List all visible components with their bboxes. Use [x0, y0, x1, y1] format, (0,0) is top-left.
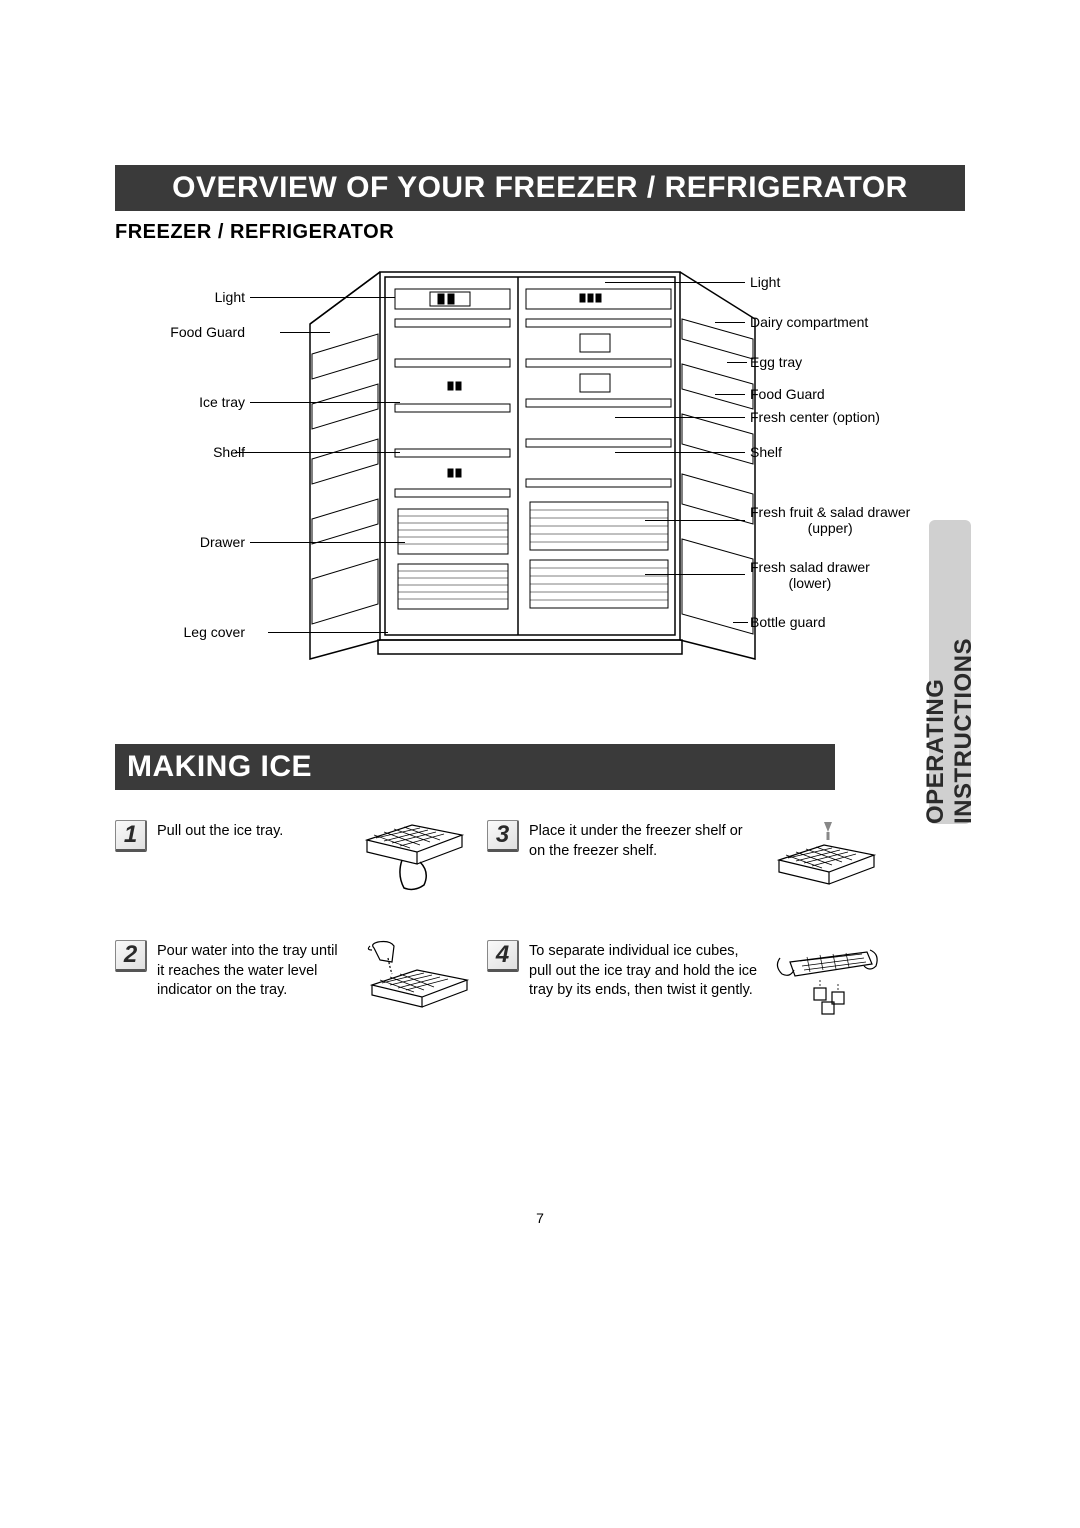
fridge-illustration: [300, 264, 770, 664]
step-badge-4: 4: [487, 940, 519, 972]
fridge-diagram-container: Light Food Guard Ice tray Shelf Drawer L…: [115, 264, 965, 684]
step-badge-3: 3: [487, 820, 519, 852]
label-leg-cover: Leg cover: [184, 624, 245, 640]
label-drawer: Drawer: [200, 534, 245, 550]
side-tab: OPERATING INSTRUCTIONS: [929, 520, 971, 824]
overview-header: OVERVIEW OF YOUR FREEZER / REFRIGERATOR: [115, 165, 965, 211]
steps-grid: 1 Pull out the ice tray. 3 Place it unde…: [115, 820, 965, 1020]
step-text-4: To separate individual ice cubes, pull o…: [529, 940, 759, 1001]
label-dairy: Dairy compartment: [750, 314, 868, 330]
page-number: 7: [0, 1210, 1080, 1226]
step-illus-2: [357, 940, 477, 1010]
label-food-guard-left: Food Guard: [170, 324, 245, 340]
step-badge-2: 2: [115, 940, 147, 972]
label-fresh-center: Fresh center (option): [750, 409, 880, 425]
side-tab-text: OPERATING INSTRUCTIONS: [922, 520, 978, 824]
step-text-2: Pour water into the tray until it reache…: [157, 940, 347, 1001]
step-badge-1: 1: [115, 820, 147, 852]
step-illus-1: [357, 820, 477, 895]
label-fresh-salad: Fresh salad drawer (lower): [750, 559, 870, 591]
overview-subheader: FREEZER / REFRIGERATOR: [115, 221, 965, 244]
making-ice-header: MAKING ICE: [115, 744, 835, 790]
page-content: OVERVIEW OF YOUR FREEZER / REFRIGERATOR …: [115, 165, 965, 1020]
label-light-left: Light: [215, 289, 245, 305]
step-text-3: Place it under the freezer shelf or on t…: [529, 820, 759, 861]
label-ice-tray: Ice tray: [199, 394, 245, 410]
label-egg-tray: Egg tray: [750, 354, 802, 370]
label-fresh-fruit: Fresh fruit & salad drawer (upper): [750, 504, 910, 536]
step-text-1: Pull out the ice tray.: [157, 820, 347, 842]
label-shelf-right: Shelf: [750, 444, 782, 460]
step-illus-3: [769, 820, 889, 900]
label-light-right: Light: [750, 274, 780, 290]
step-illus-4: [769, 940, 889, 1020]
label-food-guard-right: Food Guard: [750, 386, 825, 402]
label-bottle-guard: Bottle guard: [750, 614, 826, 630]
